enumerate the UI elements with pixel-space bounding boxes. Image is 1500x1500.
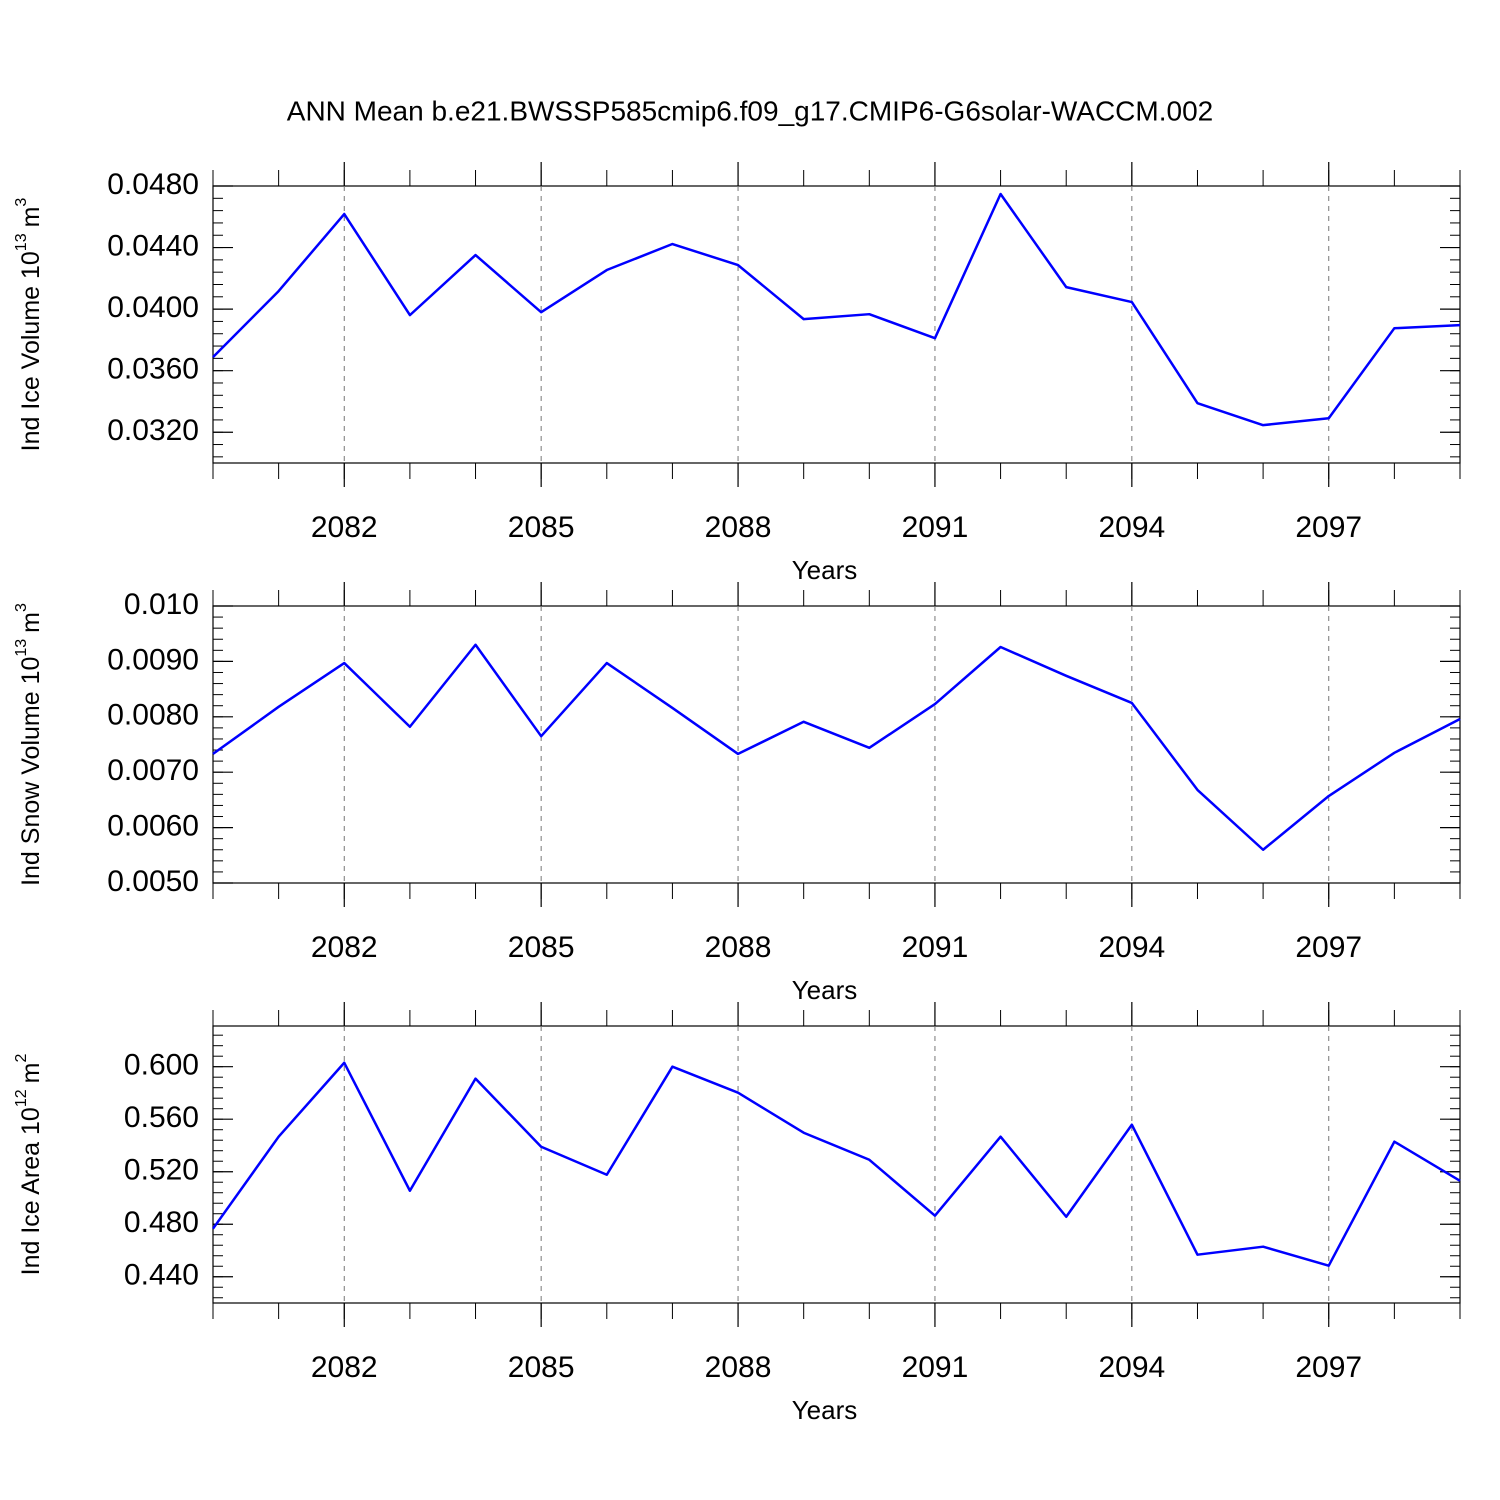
x-axis-label: Years <box>792 1395 858 1425</box>
data-line <box>212 192 1461 427</box>
x-tick-label: 2088 <box>705 1351 772 1384</box>
y-label-text: Ind Ice Area 10 <box>17 1107 45 1275</box>
x-axis-label: Years <box>792 555 858 585</box>
y-tick-label: 0.0320 <box>107 414 199 447</box>
y-tick-label: 0.0090 <box>107 643 199 676</box>
y-tick-label: 0.0050 <box>107 865 199 898</box>
x-tick-label: 2082 <box>311 931 378 964</box>
y-label-power: 12 <box>13 1089 30 1107</box>
y-label-unit-power: 2 <box>13 1054 30 1063</box>
data-line <box>211 1061 1461 1267</box>
x-tick-label: 2085 <box>508 1351 575 1384</box>
y-axis-label: Ind Snow Volume 1013 m3 <box>13 603 44 886</box>
y-tick-label: 0.0480 <box>107 168 199 201</box>
y-tick-label: 0.600 <box>124 1049 199 1082</box>
y-tick-label: 0.0400 <box>107 291 199 324</box>
x-tick-label: 2097 <box>1295 1351 1362 1384</box>
y-label-unit: m <box>17 612 45 633</box>
y-tick-label: 0.560 <box>124 1101 199 1134</box>
y-label-unit: m <box>17 207 45 228</box>
x-tick-label: 2088 <box>705 511 772 544</box>
x-tick-label: 2082 <box>311 1351 378 1384</box>
y-label-unit-power: 3 <box>13 198 30 207</box>
y-label-unit-power: 3 <box>13 603 30 612</box>
y-label-unit: m <box>17 1063 45 1084</box>
y-tick-label: 0.520 <box>124 1154 199 1187</box>
y-tick-label: 0.0060 <box>107 810 199 843</box>
y-tick-label: 0.0080 <box>107 699 199 732</box>
x-tick-label: 2085 <box>508 511 575 544</box>
x-tick-label: 2094 <box>1098 931 1165 964</box>
x-axis-label: Years <box>792 975 858 1005</box>
y-axis-label: Ind Ice Volume 1013 m3 <box>13 198 44 452</box>
y-tick-label: 0.440 <box>124 1259 199 1292</box>
plot-frame <box>212 1025 1461 1304</box>
y-label-text: Ind Ice Volume 10 <box>17 251 45 451</box>
y-axis-label: Ind Ice Area 1012 m2 <box>13 1054 44 1276</box>
data-line <box>212 643 1461 852</box>
y-tick-label: 0.0360 <box>107 353 199 386</box>
y-tick-label: 0.010 <box>124 588 199 621</box>
x-tick-label: 2085 <box>508 931 575 964</box>
y-label-power: 13 <box>13 639 30 657</box>
x-tick-label: 2097 <box>1295 511 1362 544</box>
y-tick-label: 0.0440 <box>107 229 199 262</box>
y-tick-label: 0.480 <box>124 1206 199 1239</box>
x-tick-label: 2091 <box>902 511 969 544</box>
x-tick-label: 2082 <box>311 511 378 544</box>
x-tick-label: 2091 <box>902 1351 969 1384</box>
x-tick-label: 2091 <box>902 931 969 964</box>
y-label-power: 13 <box>13 233 30 251</box>
plot-frame <box>212 185 1461 464</box>
x-tick-label: 2094 <box>1098 1351 1165 1384</box>
y-tick-label: 0.0070 <box>107 754 199 787</box>
plot-frame <box>212 605 1461 884</box>
x-tick-label: 2097 <box>1295 931 1362 964</box>
x-tick-label: 2094 <box>1098 511 1165 544</box>
x-tick-label: 2088 <box>705 931 772 964</box>
figure-title: ANN Mean b.e21.BWSSP585cmip6.f09_g17.CMI… <box>287 95 1213 126</box>
y-label-text: Ind Snow Volume 10 <box>17 657 45 886</box>
